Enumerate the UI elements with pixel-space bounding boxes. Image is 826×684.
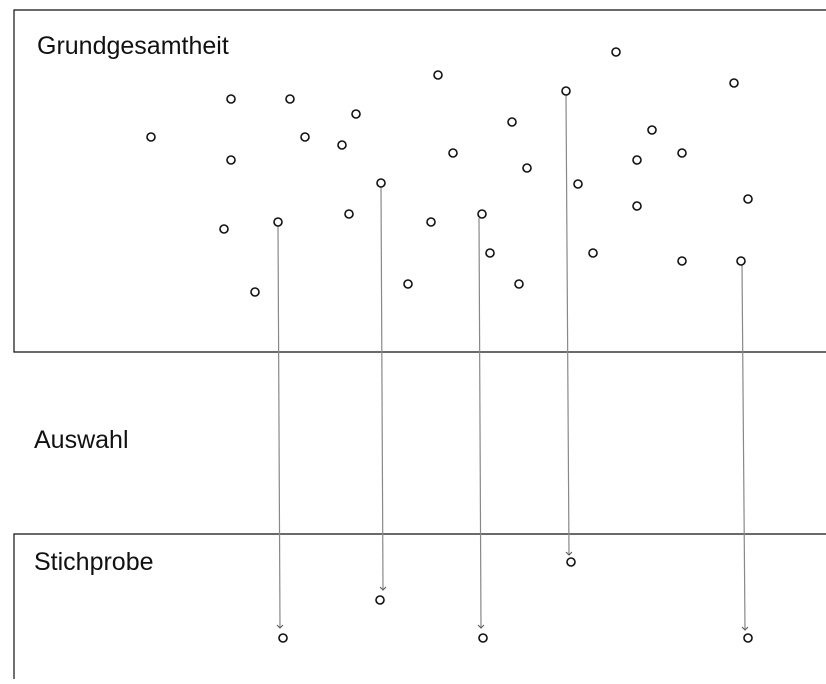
population-point [507, 117, 517, 127]
sample-point [375, 595, 385, 605]
population-point [273, 217, 283, 227]
selection-arrows [276, 94, 749, 631]
selection-arrow [276, 225, 284, 629]
population-point [611, 47, 621, 57]
selection-arrow [741, 264, 749, 631]
population-point [337, 140, 347, 150]
population-point [514, 279, 524, 289]
population-point [677, 148, 687, 158]
sample-point [478, 633, 488, 643]
sample-box [13, 533, 826, 679]
population-point [226, 155, 236, 165]
population-point [729, 78, 739, 88]
population-point [426, 217, 436, 227]
population-point [448, 148, 458, 158]
population-point [632, 201, 642, 211]
selection-arrow [379, 186, 387, 591]
population-point [573, 179, 583, 189]
population-point [344, 209, 354, 219]
population-point [250, 287, 260, 297]
population-point [632, 155, 642, 165]
selection-label: Auswahl [34, 426, 129, 454]
population-point [219, 224, 229, 234]
population-point [588, 248, 598, 258]
sample-point [278, 633, 288, 643]
population-point [351, 109, 361, 119]
population-point [433, 70, 443, 80]
population-point [522, 163, 532, 173]
population-box [13, 9, 826, 353]
population-point [477, 209, 487, 219]
sample-point [743, 633, 753, 643]
population-point [226, 94, 236, 104]
population-point [146, 132, 156, 142]
population-point [285, 94, 295, 104]
population-point [736, 256, 746, 266]
sample-point [566, 557, 576, 567]
population-label: Grundgesamtheit [37, 32, 229, 60]
selection-arrow [565, 94, 573, 556]
population-point [376, 178, 386, 188]
population-point [485, 248, 495, 258]
sample-points [278, 557, 753, 643]
population-point [561, 86, 571, 96]
selection-arrow [477, 217, 485, 629]
sample-label: Stichprobe [34, 548, 154, 576]
population-points [146, 47, 753, 297]
population-point [743, 194, 753, 204]
population-point [403, 279, 413, 289]
population-point [677, 256, 687, 266]
population-point [300, 132, 310, 142]
population-point [647, 125, 657, 135]
